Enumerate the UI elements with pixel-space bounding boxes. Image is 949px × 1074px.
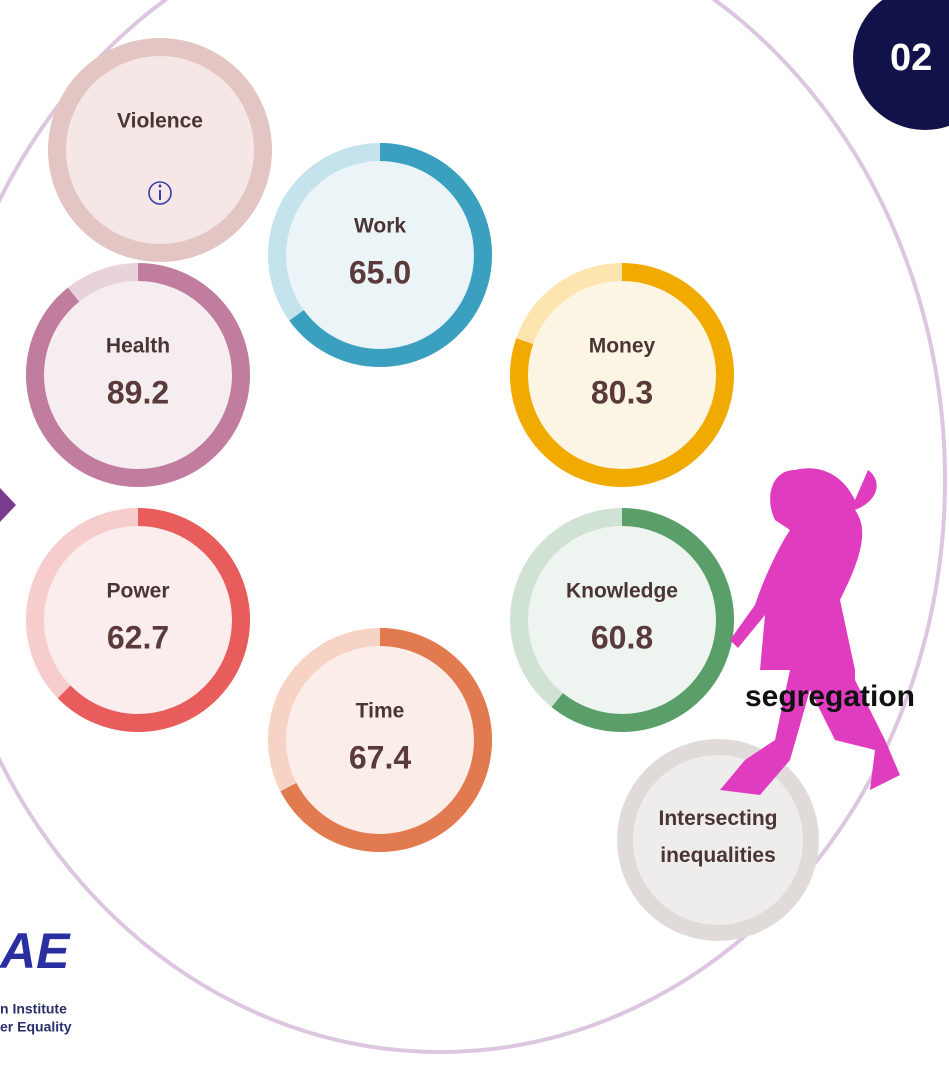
- domain-label: Time: [356, 700, 405, 723]
- domain-label: Money: [589, 335, 656, 358]
- domain-score: 60.8: [591, 619, 653, 655]
- overlay-word: segregation: [745, 680, 915, 713]
- logo-mark: AE: [0, 923, 71, 979]
- domain-score: 65.0: [349, 254, 411, 290]
- extra-label-box: Intersecting inequalities: [628, 800, 808, 880]
- domain-score: 67.4: [349, 739, 411, 775]
- logo-line: er Equality: [0, 1019, 72, 1035]
- logo-line: n Institute: [0, 1001, 67, 1017]
- info-icon: [159, 185, 162, 188]
- domain-label: Power: [106, 580, 169, 603]
- domain-label: Knowledge: [566, 580, 678, 603]
- domain-label: Health: [106, 335, 170, 358]
- domain-score: 89.2: [107, 374, 169, 410]
- page: 02 Violence Work 65.0 Health 89.2 Money 80.3 Po…: [0, 0, 949, 1074]
- domain-label: Violence: [117, 110, 203, 133]
- domain-score: 80.3: [591, 374, 653, 410]
- infographic: 02 Violence Work 65.0 Health 89.2 Money 80.3 Po…: [0, 0, 949, 1074]
- extra-label: Intersecting inequalities: [628, 800, 808, 874]
- domain-score: 62.7: [107, 619, 169, 655]
- ring-track: [57, 47, 263, 253]
- badge-text: 02: [890, 37, 932, 79]
- arrow: [0, 488, 16, 522]
- domain-label: Work: [354, 215, 406, 238]
- rings: Violence Work 65.0 Health 89.2 Money 80.3 Power…: [35, 47, 811, 933]
